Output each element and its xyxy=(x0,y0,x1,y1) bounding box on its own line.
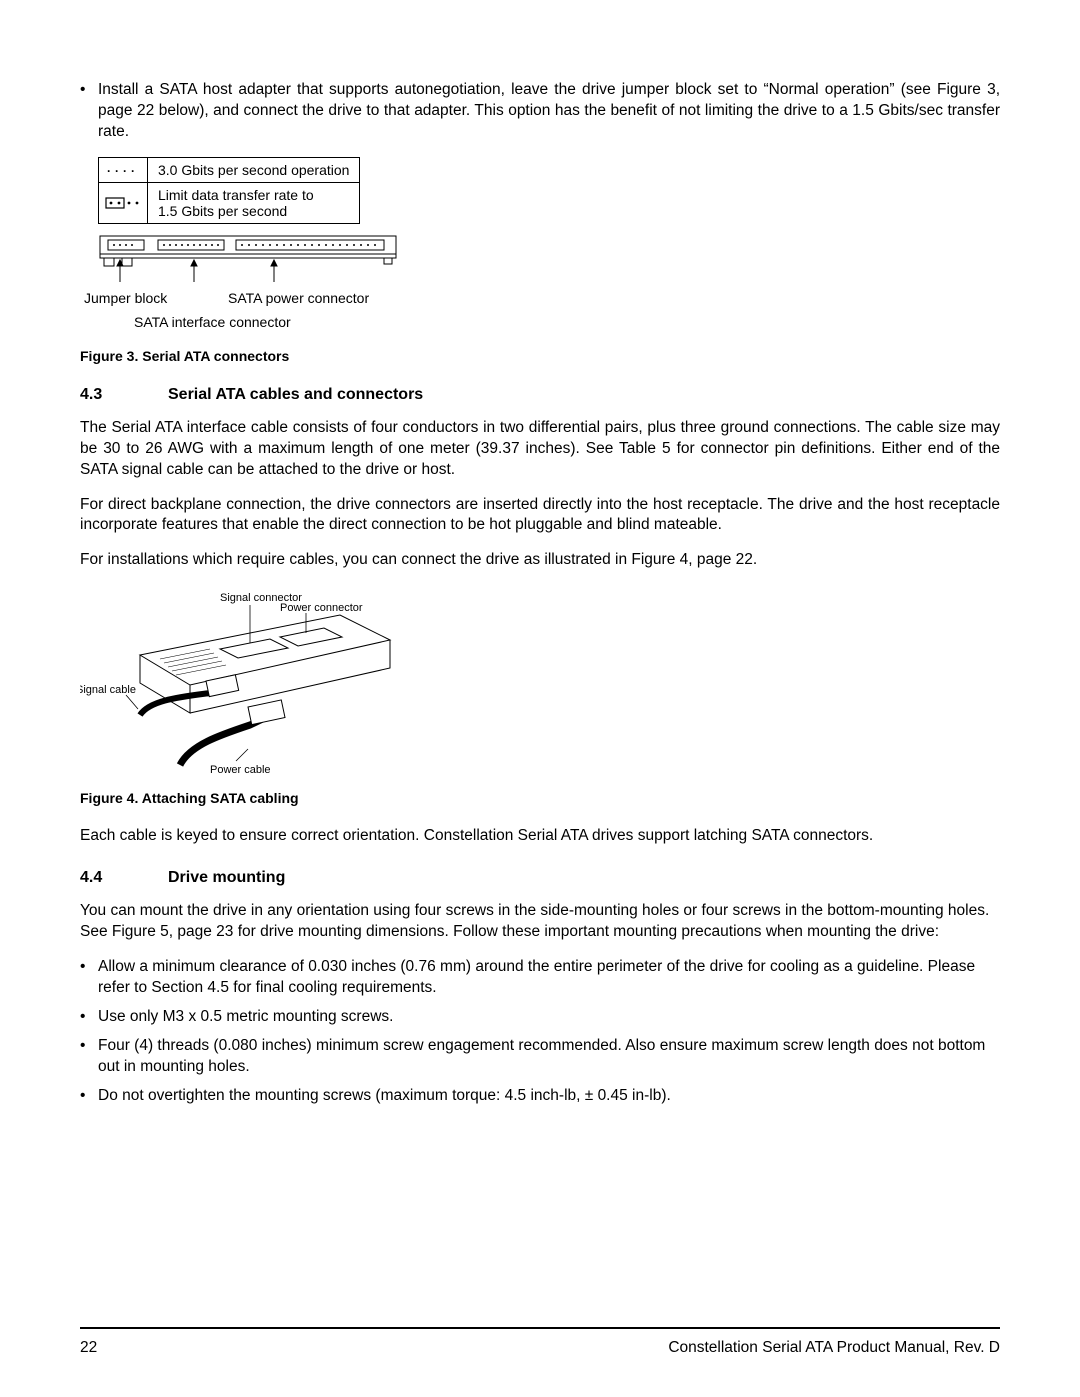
jumper-row1-label: 3.0 Gbits per second operation xyxy=(148,157,360,182)
section-title: Drive mounting xyxy=(168,869,285,887)
label-power-cable: Power cable xyxy=(210,764,271,775)
list-item: •Allow a minimum clearance of 0.030 inch… xyxy=(80,957,1000,999)
list-item: •Use only M3 x 0.5 metric mounting screw… xyxy=(80,1007,1000,1028)
page-number: 22 xyxy=(80,1339,97,1357)
jumper-table: ···· 3.0 Gbits per second operation Limi… xyxy=(98,157,360,224)
section-number: 4.3 xyxy=(80,386,168,404)
intro-text: Install a SATA host adapter that support… xyxy=(98,80,1000,143)
table-row: Limit data transfer rate to 1.5 Gbits pe… xyxy=(99,182,360,223)
label-sata-power: SATA power connector xyxy=(228,290,369,306)
figure-4-caption: Figure 4. Attaching SATA cabling xyxy=(80,790,1000,806)
list-item: •Four (4) threads (0.080 inches) minimum… xyxy=(80,1036,1000,1078)
section-4-4-p1: You can mount the drive in any orientati… xyxy=(80,901,1000,943)
table-row: ···· 3.0 Gbits per second operation xyxy=(99,157,360,182)
section-4-3-after: Each cable is keyed to ensure correct or… xyxy=(80,826,1000,847)
pins-jumper-icon xyxy=(99,182,148,223)
label-power-connector: Power connector xyxy=(280,602,363,614)
connector-diagram xyxy=(98,230,398,285)
jumper-row2-label: Limit data transfer rate to 1.5 Gbits pe… xyxy=(148,182,360,223)
sata-cabling-diagram: Signal connector Power connector Signal … xyxy=(80,585,400,775)
footer-title: Constellation Serial ATA Product Manual,… xyxy=(668,1339,1000,1357)
section-4-3-p2: For direct backplane connection, the dri… xyxy=(80,495,1000,537)
bullet-dot: • xyxy=(80,80,98,143)
label-signal-cable: Signal cable xyxy=(80,684,136,696)
page-footer: 22 Constellation Serial ATA Product Manu… xyxy=(80,1327,1000,1357)
figure-3: ···· 3.0 Gbits per second operation Limi… xyxy=(98,157,1000,338)
section-4-3-p3: For installations which require cables, … xyxy=(80,550,1000,571)
section-4-3-p1: The Serial ATA interface cable consists … xyxy=(80,418,1000,481)
section-title: Serial ATA cables and connectors xyxy=(168,386,423,404)
figure-3-labels: Jumper block SATA power connector SATA i… xyxy=(98,290,1000,338)
label-jumper-block: Jumper block xyxy=(84,290,167,306)
figure-3-caption: Figure 3. Serial ATA connectors xyxy=(80,348,1000,364)
pins-4dot-icon: ···· xyxy=(99,157,148,182)
intro-bullet: • Install a SATA host adapter that suppo… xyxy=(80,80,1000,143)
section-4-4-heading: 4.4 Drive mounting xyxy=(80,869,1000,887)
label-sata-interface: SATA interface connector xyxy=(134,314,291,330)
section-4-3-heading: 4.3 Serial ATA cables and connectors xyxy=(80,386,1000,404)
mounting-list: •Allow a minimum clearance of 0.030 inch… xyxy=(80,957,1000,1107)
section-number: 4.4 xyxy=(80,869,168,887)
figure-4: Signal connector Power connector Signal … xyxy=(80,585,1000,780)
list-item: •Do not overtighten the mounting screws … xyxy=(80,1086,1000,1107)
